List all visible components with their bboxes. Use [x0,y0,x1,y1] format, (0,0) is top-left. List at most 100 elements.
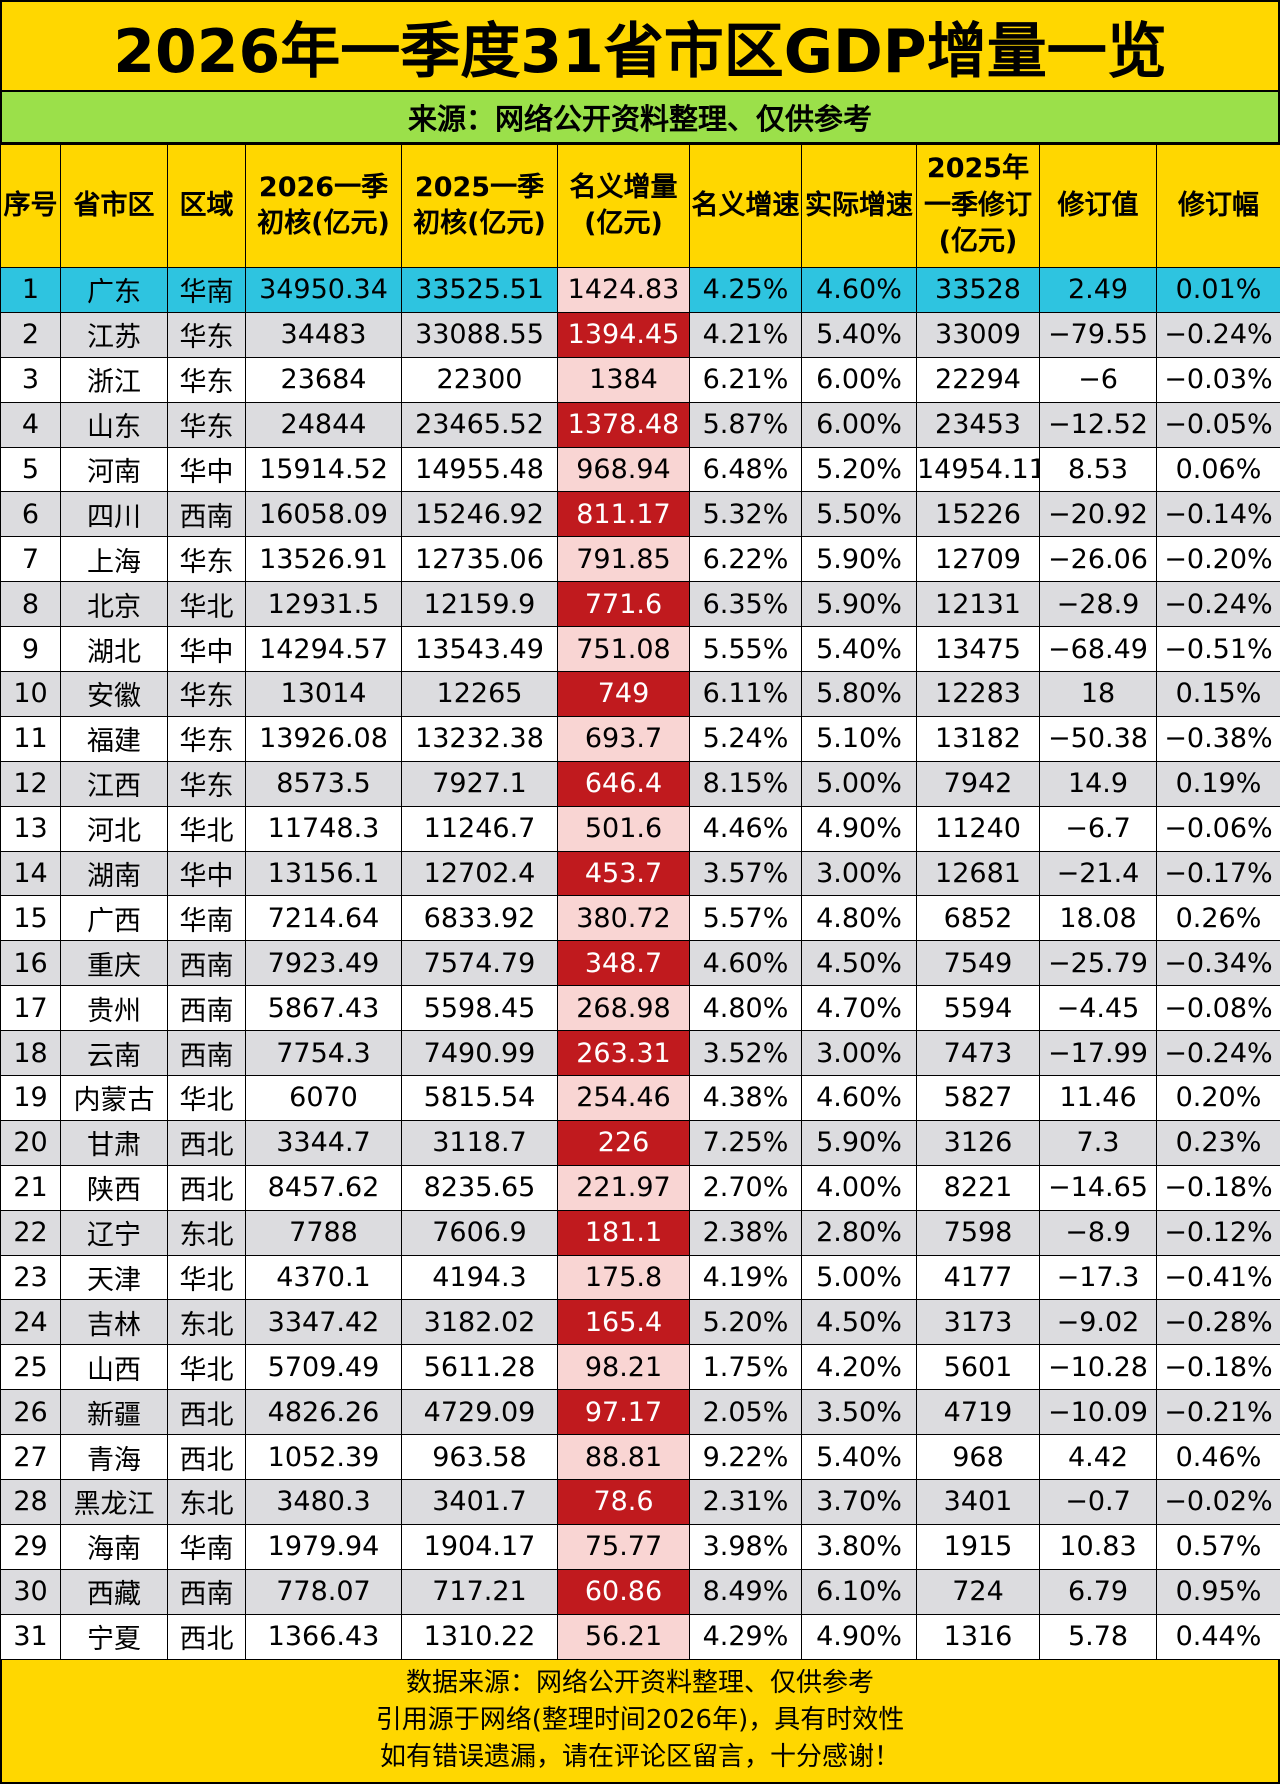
cell-revision-value: 14.9 [1040,761,1157,806]
cell-nominal-growth: 5.20% [690,1300,802,1345]
cell-nominal-growth: 3.52% [690,1031,802,1076]
cell-gdp-2025: 3182.02 [402,1300,558,1345]
cell-region: 华中 [168,447,246,492]
cell-revision-rate: −0.18% [1157,1165,1280,1210]
cell-nominal-increase: 60.86 [558,1569,690,1614]
cell-real-growth: 4.50% [802,1300,917,1345]
cell-index: 24 [1,1300,61,1345]
cell-gdp-2025-revised: 33528 [917,268,1040,313]
cell-real-growth: 5.90% [802,582,917,627]
cell-region: 西南 [168,986,246,1031]
cell-nominal-increase: 268.98 [558,986,690,1031]
cell-nominal-increase: 75.77 [558,1524,690,1569]
cell-nominal-growth: 5.57% [690,896,802,941]
cell-nominal-increase: 453.7 [558,851,690,896]
cell-nominal-increase: 646.4 [558,761,690,806]
cell-gdp-2025: 7574.79 [402,941,558,986]
cell-revision-rate: −0.06% [1157,806,1280,851]
cell-real-growth: 3.00% [802,851,917,896]
cell-revision-rate: 0.23% [1157,1120,1280,1165]
cell-province: 福建 [61,716,168,761]
cell-real-growth: 4.20% [802,1345,917,1390]
cell-region: 华南 [168,1524,246,1569]
cell-real-growth: 4.90% [802,806,917,851]
cell-region: 华南 [168,268,246,313]
cell-gdp-2026: 4826.26 [246,1390,402,1435]
cell-revision-value: 2.49 [1040,268,1157,313]
cell-region: 西南 [168,1031,246,1076]
cell-index: 21 [1,1165,61,1210]
cell-gdp-2025: 1310.22 [402,1614,558,1659]
footer-note: 数据来源：网络公开资料整理、仅供参考 引用源于网络(整理时间2026年)，具有时… [0,1660,1280,1784]
cell-revision-value: −10.28 [1040,1345,1157,1390]
cell-nominal-increase: 78.6 [558,1480,690,1525]
cell-nominal-growth: 4.46% [690,806,802,851]
cell-region: 华东 [168,402,246,447]
cell-index: 28 [1,1480,61,1525]
cell-nominal-growth: 4.29% [690,1614,802,1659]
cell-nominal-growth: 2.05% [690,1390,802,1435]
cell-province: 西藏 [61,1569,168,1614]
cell-region: 西北 [168,1435,246,1480]
cell-province: 贵州 [61,986,168,1031]
cell-real-growth: 3.00% [802,1031,917,1076]
footer-line-3: 如有错误遗漏，请在评论区留言，十分感谢！ [380,1739,900,1776]
cell-region: 华东 [168,312,246,357]
cell-nominal-growth: 2.70% [690,1165,802,1210]
cell-gdp-2025-revised: 5827 [917,1076,1040,1121]
header-nominal-growth: 名义增速 [690,145,802,268]
cell-nominal-growth: 9.22% [690,1435,802,1480]
cell-gdp-2025-revised: 23453 [917,402,1040,447]
cell-real-growth: 5.80% [802,672,917,717]
cell-gdp-2026: 16058.09 [246,492,402,537]
cell-revision-value: 6.79 [1040,1569,1157,1614]
cell-province: 河北 [61,806,168,851]
cell-revision-rate: −0.17% [1157,851,1280,896]
cell-nominal-growth: 3.98% [690,1524,802,1569]
cell-gdp-2025-revised: 12709 [917,537,1040,582]
cell-gdp-2025: 13232.38 [402,716,558,761]
cell-region: 华中 [168,627,246,672]
cell-gdp-2026: 5867.43 [246,986,402,1031]
cell-real-growth: 4.90% [802,1614,917,1659]
cell-region: 西南 [168,492,246,537]
cell-gdp-2025-revised: 7473 [917,1031,1040,1076]
cell-revision-rate: −0.12% [1157,1210,1280,1255]
cell-revision-rate: 0.26% [1157,896,1280,941]
cell-index: 20 [1,1120,61,1165]
cell-gdp-2026: 7754.3 [246,1031,402,1076]
cell-revision-rate: 0.95% [1157,1569,1280,1614]
cell-index: 22 [1,1210,61,1255]
cell-nominal-growth: 4.38% [690,1076,802,1121]
cell-province: 北京 [61,582,168,627]
cell-revision-rate: 0.57% [1157,1524,1280,1569]
cell-index: 3 [1,357,61,402]
cell-nominal-increase: 88.81 [558,1435,690,1480]
cell-nominal-increase: 226 [558,1120,690,1165]
cell-gdp-2025: 22300 [402,357,558,402]
cell-index: 5 [1,447,61,492]
cell-gdp-2025-revised: 33009 [917,312,1040,357]
cell-gdp-2025: 5598.45 [402,986,558,1031]
cell-revision-rate: −0.21% [1157,1390,1280,1435]
cell-region: 东北 [168,1480,246,1525]
cell-revision-value: −6 [1040,357,1157,402]
table-header-row: 序号 省市区 区域 2026一季初核(亿元) 2025一季初核(亿元) 名义增量… [1,145,1280,268]
cell-region: 华北 [168,1076,246,1121]
cell-nominal-growth: 2.38% [690,1210,802,1255]
header-gdp-2026: 2026一季初核(亿元) [246,145,402,268]
footer-line-1: 数据来源：网络公开资料整理、仅供参考 [406,1665,874,1702]
cell-revision-value: −28.9 [1040,582,1157,627]
cell-revision-rate: −0.28% [1157,1300,1280,1345]
cell-gdp-2025: 12265 [402,672,558,717]
cell-nominal-growth: 6.48% [690,447,802,492]
cell-nominal-increase: 1394.45 [558,312,690,357]
